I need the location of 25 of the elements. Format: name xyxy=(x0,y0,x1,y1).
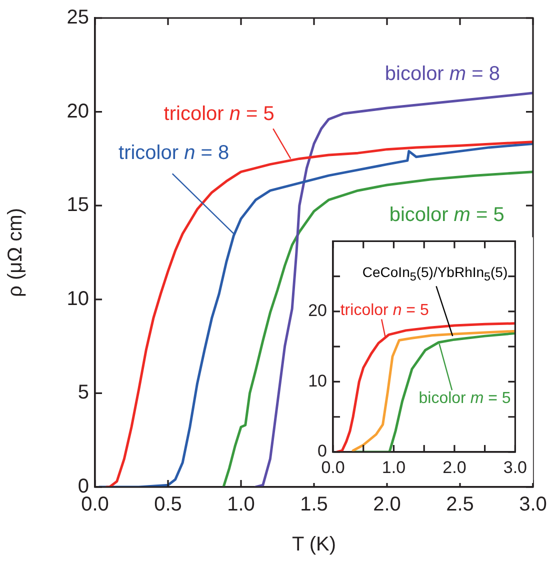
x-tick-label: 1.5 xyxy=(300,494,328,516)
text: CeCoIn$_{5}$(5)/YbRhIn$_{5}$(5) xyxy=(362,263,508,284)
x-tick-label: 0.5 xyxy=(154,494,182,516)
y-tick-label: 5 xyxy=(78,382,89,404)
series-label: bicolor m = 5 xyxy=(418,390,511,407)
y-axis-title: ρ (μΩ cm) xyxy=(4,208,27,297)
series-label: tricolor n = 5 xyxy=(164,102,274,125)
y-tick-label: 10 xyxy=(66,288,89,310)
text: tricolor n = 8 xyxy=(118,142,230,164)
series-label: bicolor m = 8 xyxy=(384,63,500,86)
y-tick-label: 20 xyxy=(66,100,89,122)
x-axis-title: T (K) xyxy=(292,534,336,556)
y-tick-label: 15 xyxy=(66,194,89,216)
y-tick-label: 20 xyxy=(308,301,327,320)
x-tick-label: 3.0 xyxy=(519,494,547,516)
y-tick-label: 25 xyxy=(66,6,89,29)
x-tick-label: 2.5 xyxy=(446,494,474,516)
y-tick-label: 10 xyxy=(308,371,327,390)
x-tick-label: 2.0 xyxy=(442,458,466,477)
series-label: bicolor m = 5 xyxy=(389,204,504,226)
x-tick-label: 3.0 xyxy=(503,458,528,477)
x-tick-label: 2.0 xyxy=(373,494,401,516)
x-tick-label: 1.0 xyxy=(382,458,406,477)
x-tick-label: 1.0 xyxy=(227,494,255,516)
series-label: tricolor n = 5 xyxy=(340,302,429,319)
